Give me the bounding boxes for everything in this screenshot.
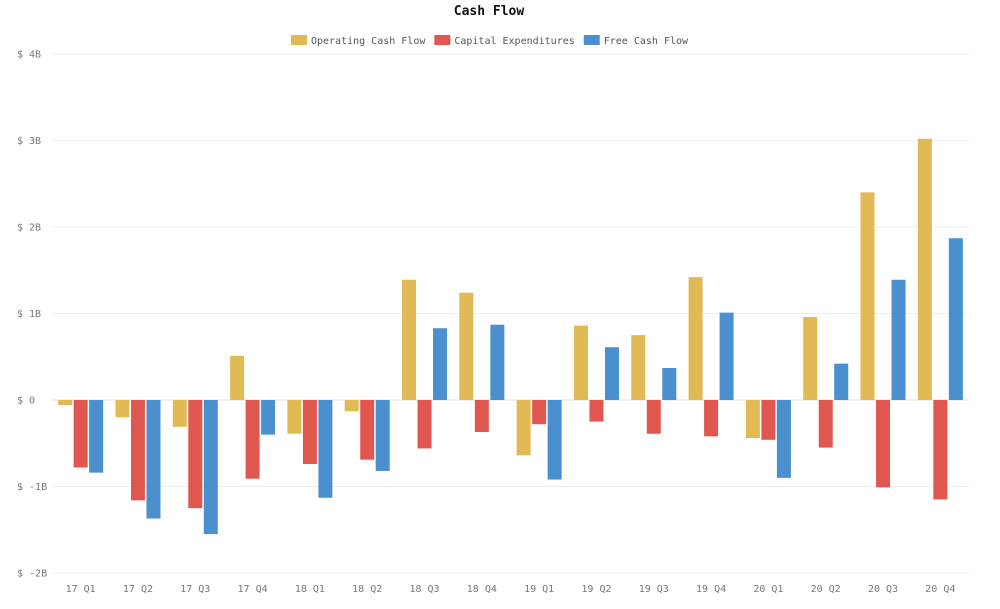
bar: [745, 400, 760, 439]
x-tick-label: 19 Q4: [696, 584, 726, 595]
x-tick-label: 17 Q2: [123, 584, 153, 595]
x-tick-label: 20 Q3: [868, 584, 898, 595]
bar: [547, 400, 562, 480]
y-axis-ticks: $ 4B $ 3B $ 2B $ 1B $ 0 $ -1B $ -2B: [17, 50, 47, 580]
legend-swatch: [583, 35, 600, 45]
bar: [245, 400, 260, 479]
x-tick-label: 19 Q2: [581, 584, 611, 595]
bar: [532, 400, 547, 425]
bar: [58, 400, 73, 406]
bar: [948, 238, 963, 400]
x-tick-label: 19 Q3: [639, 584, 669, 595]
bar: [474, 400, 489, 433]
bar: [73, 400, 88, 468]
bar: [130, 400, 145, 501]
x-tick-label: 18 Q1: [295, 584, 325, 595]
x-tick-label: 17 Q3: [180, 584, 210, 595]
bar: [375, 400, 390, 471]
bar: [459, 292, 474, 400]
bar: [719, 312, 734, 400]
bar: [302, 400, 317, 465]
y-tick-label: $ 4B: [17, 50, 41, 61]
bar: [876, 400, 891, 488]
bar: [761, 400, 776, 440]
bar: [891, 279, 906, 400]
y-tick-label: $ 1B: [17, 309, 41, 320]
legend-label: Operating Cash Flow: [311, 36, 426, 47]
bar: [834, 363, 849, 400]
bar: [360, 400, 375, 460]
bar: [589, 400, 604, 422]
bar: [172, 400, 187, 427]
bar: [516, 400, 531, 456]
bar: [604, 347, 619, 400]
x-tick-label: 18 Q2: [352, 584, 382, 595]
y-tick-label: $ 3B: [17, 136, 41, 147]
bar: [433, 328, 448, 400]
x-tick-label: 20 Q1: [753, 584, 783, 595]
x-tick-label: 17 Q4: [238, 584, 268, 595]
bar: [818, 400, 833, 448]
bar: [803, 316, 818, 400]
y-tick-label: $ 0: [17, 396, 35, 407]
bar: [344, 400, 359, 412]
bar: [115, 400, 130, 418]
bar: [704, 400, 719, 437]
bar: [776, 400, 791, 478]
legend: Operating Cash Flow Capital Expenditures F…: [290, 35, 689, 47]
x-tick-label: 18 Q4: [467, 584, 497, 595]
bar: [89, 400, 104, 473]
x-axis-ticks: 17 Q1 17 Q2 17 Q3 17 Q4 18 Q1 18 Q2 18 Q3 18 Q4…: [66, 584, 956, 595]
chart-title: Cash Flow: [454, 4, 525, 19]
legend-label: Capital Expenditures: [454, 36, 574, 47]
bar: [490, 324, 505, 400]
bar: [917, 138, 932, 400]
x-tick-label: 17 Q1: [66, 584, 96, 595]
bar: [573, 325, 588, 400]
x-tick-label: 20 Q4: [925, 584, 955, 595]
legend-swatch: [290, 35, 307, 45]
bar: [203, 400, 218, 535]
legend-label: Free Cash Flow: [604, 36, 689, 47]
bar: [402, 279, 417, 400]
x-tick-label: 20 Q2: [811, 584, 841, 595]
y-tick-label: $ -1B: [17, 482, 47, 493]
legend-swatch: [434, 35, 451, 45]
bar: [933, 400, 948, 500]
bar: [230, 355, 245, 400]
bar: [261, 400, 276, 435]
bar: [860, 192, 875, 400]
bar: [631, 335, 646, 400]
bar: [417, 400, 432, 449]
bar: [688, 277, 703, 400]
bar: [287, 400, 302, 434]
x-tick-label: 18 Q3: [409, 584, 439, 595]
x-tick-label: 19 Q1: [524, 584, 554, 595]
bar: [146, 400, 161, 519]
y-tick-label: $ 2B: [17, 223, 41, 234]
bar: [318, 400, 333, 498]
bars: [58, 138, 963, 535]
bar: [188, 400, 203, 509]
y-tick-label: $ -2B: [17, 569, 47, 580]
bar: [662, 367, 677, 400]
bar: [646, 400, 661, 434]
